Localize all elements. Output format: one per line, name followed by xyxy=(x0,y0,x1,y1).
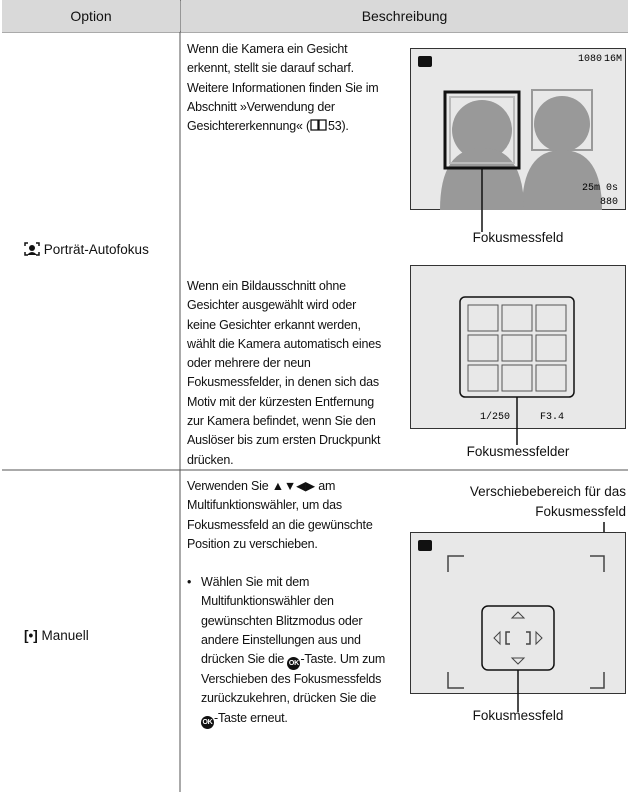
portrait-icon xyxy=(24,242,40,256)
bullet: • Wählen Sie mit dem Multifunktionswähler… xyxy=(187,573,387,729)
option-label: Porträt-Autofokus xyxy=(24,242,149,257)
screen-text: 880 xyxy=(600,197,618,208)
caption: Fokusmessfelder xyxy=(466,444,570,459)
screen-text: 16M xyxy=(604,54,622,65)
screen-illustration: 1/250 F3.4 xyxy=(410,265,626,445)
text: -Taste erneut. xyxy=(214,710,288,725)
text: Wenn die Kamera ein Gesicht erkennt, ste… xyxy=(187,42,379,134)
option-text: Porträt-Autofokus xyxy=(43,242,149,257)
screen-text: F3.4 xyxy=(540,412,564,423)
screen-text: 25m 0s xyxy=(582,183,618,194)
caption: Verschiebebereich für das Fokusmessfeld xyxy=(469,484,626,519)
header-option: Option xyxy=(2,0,180,32)
caption: Fokusmessfeld xyxy=(472,708,564,723)
option-label: [•] Manuell xyxy=(24,628,89,643)
screen-text: 1080 xyxy=(578,54,602,65)
description: Wenn die Kamera ein Gesicht erkennt, ste… xyxy=(187,40,387,136)
screen-text: 1/250 xyxy=(480,411,510,423)
option-text: Manuell xyxy=(41,628,89,643)
description: Verwenden Sie ▲▼◀▶ am Multifunktionswähl… xyxy=(187,479,373,551)
ref: 53). xyxy=(327,119,349,134)
caption: Fokusmessfeld xyxy=(472,230,564,245)
screen-illustration xyxy=(410,522,626,712)
book-icon xyxy=(310,119,327,131)
header-description: Beschreibung xyxy=(181,0,628,32)
text: -Taste. Um zum Verschieben des Fokusmess… xyxy=(201,652,386,706)
screen-illustration: 1080 16M 25m 0s 880 xyxy=(410,48,626,232)
description: Wenn ein Bildausschnitt ohne Gesichter a… xyxy=(187,279,381,467)
text: Wählen Sie mit dem Multifunktionswähler … xyxy=(201,575,363,667)
